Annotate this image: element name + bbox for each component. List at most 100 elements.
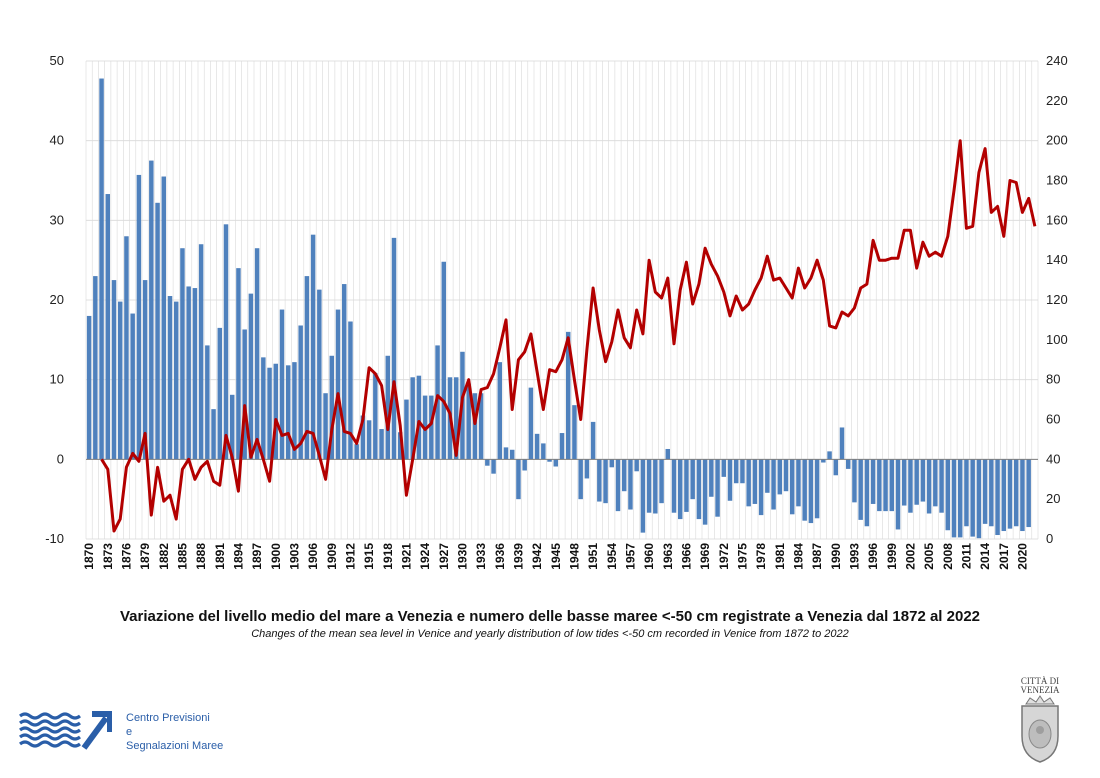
horizontal-gridlines <box>86 60 1038 540</box>
y-right-tick-label: 20 <box>1046 491 1060 506</box>
x-tick-label: 1870 <box>82 543 96 570</box>
bar <box>696 459 702 520</box>
bar <box>248 293 254 460</box>
bar <box>796 459 801 507</box>
bar <box>236 268 241 460</box>
x-tick-label: 2002 <box>903 543 917 570</box>
y-right-tick-label: 100 <box>1046 332 1068 347</box>
bar <box>827 451 832 460</box>
bar <box>186 286 191 460</box>
x-tick-label: 1906 <box>306 543 320 570</box>
bar <box>397 432 403 460</box>
bar <box>808 459 814 524</box>
x-tick-label: 2014 <box>978 543 992 570</box>
bar <box>130 313 135 460</box>
bar <box>870 459 876 504</box>
bar <box>945 459 951 531</box>
bar <box>86 315 92 460</box>
bar <box>771 459 776 510</box>
bar <box>167 296 173 460</box>
bar <box>528 387 534 460</box>
bar <box>547 459 552 462</box>
y-right-tick-label: 60 <box>1046 412 1060 427</box>
bar <box>640 459 646 533</box>
bar <box>852 459 857 503</box>
y-left-tick-label: 10 <box>50 372 64 387</box>
x-tick-label: 1966 <box>679 543 693 570</box>
bar <box>93 276 98 460</box>
x-tick-label: 1873 <box>101 543 115 570</box>
x-tick-label: 1918 <box>381 543 395 570</box>
y-left-ticks: -10 0 10 20 30 40 50 <box>45 53 64 546</box>
logo-line-3: Segnalazioni Maree <box>126 740 224 752</box>
x-tick-label: 1948 <box>567 543 581 570</box>
bar <box>323 393 328 460</box>
x-tick-label: 1897 <box>250 543 264 570</box>
bar-series <box>86 78 1031 539</box>
bar <box>1026 459 1031 528</box>
logo-text: Centro Previsioni e Segnalazioni Maree <box>126 711 223 753</box>
y-right-tick-label: 200 <box>1046 133 1068 148</box>
bar <box>895 459 901 530</box>
bar <box>565 331 571 460</box>
bar <box>777 459 783 495</box>
bar <box>229 394 235 460</box>
x-tick-label: 1927 <box>437 543 451 570</box>
x-tick-label: 1924 <box>418 543 432 570</box>
bar <box>733 459 739 484</box>
bar <box>839 427 845 460</box>
x-tick-label: 1951 <box>586 543 600 570</box>
bar <box>341 284 347 460</box>
bar <box>534 433 540 460</box>
bar <box>192 288 198 460</box>
bar <box>485 459 490 466</box>
line-series <box>100 139 1037 533</box>
bar <box>522 459 527 471</box>
bar <box>597 459 602 502</box>
bar <box>877 459 882 512</box>
bar <box>957 459 963 538</box>
bar <box>995 459 1000 536</box>
bar <box>410 377 415 460</box>
bar <box>111 280 117 460</box>
x-tick-label: 1909 <box>325 543 339 570</box>
chart-subtitle: Changes of the mean sea level in Venice … <box>251 628 849 640</box>
y-left-tick-label: 40 <box>50 133 64 148</box>
seal-line-2: VENEZIA <box>1021 685 1060 695</box>
bar <box>211 409 216 460</box>
bar <box>429 395 434 460</box>
bar <box>285 365 291 460</box>
y-right-tick-label: 120 <box>1046 292 1068 307</box>
bar <box>889 459 895 512</box>
x-tick-label: 1879 <box>138 543 152 570</box>
bar <box>727 459 733 501</box>
bar <box>503 447 509 460</box>
bar <box>298 325 303 460</box>
bar <box>1020 459 1025 532</box>
bar <box>366 420 372 460</box>
bar <box>615 459 621 512</box>
bar <box>261 357 266 460</box>
bar <box>765 459 770 493</box>
y-right-tick-label: 240 <box>1046 53 1068 68</box>
bar <box>354 444 359 460</box>
bar <box>970 459 975 537</box>
x-tick-label: 1936 <box>493 543 507 570</box>
bar <box>584 459 590 479</box>
logo-line-1: Centro Previsioni <box>126 712 210 724</box>
bar <box>99 78 104 460</box>
y-left-tick-label: 30 <box>50 212 64 227</box>
bar <box>603 459 608 504</box>
x-tick-label: 1930 <box>455 543 469 570</box>
bar <box>273 363 279 460</box>
bar <box>982 459 988 524</box>
y-right-tick-label: 0 <box>1046 531 1053 546</box>
x-tick-label: 1882 <box>157 543 171 570</box>
bar <box>491 459 496 474</box>
bar <box>951 459 957 538</box>
bar <box>702 459 708 525</box>
logo-line-2: e <box>126 726 133 738</box>
bar <box>360 415 366 460</box>
citta-di-venezia-seal: CITTÀ DI VENEZIA <box>1021 676 1060 763</box>
bar <box>478 393 484 460</box>
